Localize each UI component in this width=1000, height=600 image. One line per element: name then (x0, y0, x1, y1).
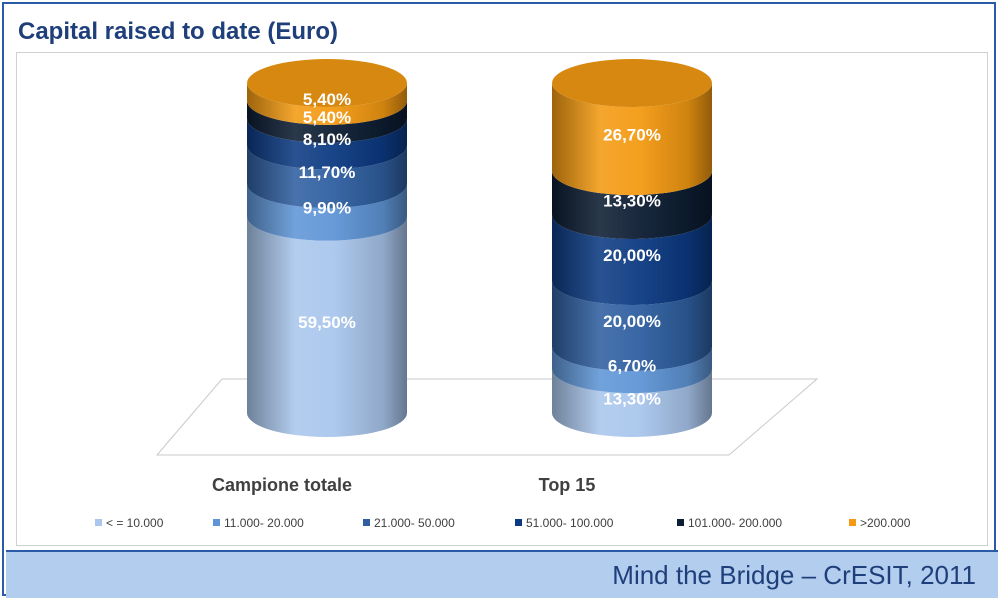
legend-label: 51.000- 100.000 (526, 516, 614, 530)
segment-200-000 (247, 83, 407, 125)
legend-entry: < = 10.000 (95, 516, 164, 530)
segment-10-000 (247, 216, 407, 437)
segment-51-000-100-000 (247, 118, 407, 170)
segment-11-000-20-000 (247, 183, 407, 241)
data-label: 20,00% (603, 312, 661, 331)
legend-swatch (213, 519, 220, 526)
legend-swatch (849, 519, 856, 526)
category-label: Top 15 (539, 475, 596, 495)
segment-21-000-50-000 (247, 145, 407, 208)
segment-101-000-200-000 (247, 100, 407, 143)
legend-label: < = 10.000 (106, 516, 164, 530)
legend-swatch (95, 519, 102, 526)
data-label: 9,90% (303, 199, 351, 218)
data-label: 20,00% (603, 246, 661, 265)
data-label: 11,70% (299, 163, 356, 182)
legend-entry: 51.000- 100.000 (515, 516, 614, 530)
stacked-cylinder-chart: 59,50% 9,90% 11,70% 8,10% 5,40%5,40% Campione… (95, 59, 911, 530)
legend-entry: >200.000 (849, 516, 911, 530)
data-label: 59,50% (298, 313, 356, 332)
legend-entry: 101.000- 200.000 (677, 516, 782, 530)
category-label: Campione totale (212, 475, 352, 495)
legend-label: 101.000- 200.000 (688, 516, 782, 530)
segment-10-000 (552, 369, 712, 437)
cylinder-campione-totale: 59,50% 9,90% 11,70% 8,10% 5,40%5,40% (247, 59, 407, 437)
data-label: 5,40% (303, 108, 351, 127)
cylinder-top-15: 13,30% 6,70% 20,00% 20,00% 13,30% 26,70% (552, 59, 712, 437)
data-label: 8,10% (303, 130, 351, 149)
legend-label: >200.000 (860, 516, 911, 530)
segment-200-000 (552, 83, 712, 196)
legend-entry: 21.000- 50.000 (363, 516, 455, 530)
footer-bar: Mind the Bridge – CrESIT, 2011 (6, 550, 998, 598)
legend-swatch (515, 519, 522, 526)
data-label: 26,70% (603, 125, 661, 144)
legend-entry: 11.000- 20.000 (213, 516, 304, 530)
cylinder-top-cap (247, 59, 407, 107)
legend-label: 11.000- 20.000 (224, 516, 304, 530)
segment-51-000-100-000 (552, 215, 712, 305)
data-label: 5,40% (303, 90, 351, 109)
legend-label: 21.000- 50.000 (374, 516, 455, 530)
plot-area: 59,50% 9,90% 11,70% 8,10% 5,40% 5,40% Campione… (16, 52, 988, 546)
data-label: 6,70% (608, 356, 656, 375)
segment-101-000-200-000 (552, 171, 712, 239)
data-label: 13,30% (603, 191, 661, 210)
segment-21-000-50-000 (552, 281, 712, 371)
chart-title: Capital raised to date (Euro) (18, 18, 339, 45)
cylinder-top-cap (552, 59, 712, 107)
data-label: 13,30% (603, 389, 661, 408)
source-credit: Mind the Bridge – CrESIT, 2011 (612, 560, 976, 590)
legend-swatch (677, 519, 684, 526)
legend-swatch (363, 519, 370, 526)
segment-11-000-20-000 (552, 347, 712, 394)
